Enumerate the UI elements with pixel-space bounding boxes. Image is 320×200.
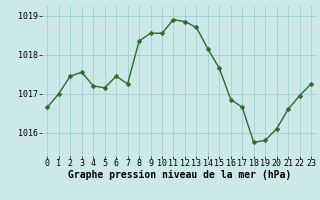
X-axis label: Graphe pression niveau de la mer (hPa): Graphe pression niveau de la mer (hPa) bbox=[68, 170, 291, 180]
